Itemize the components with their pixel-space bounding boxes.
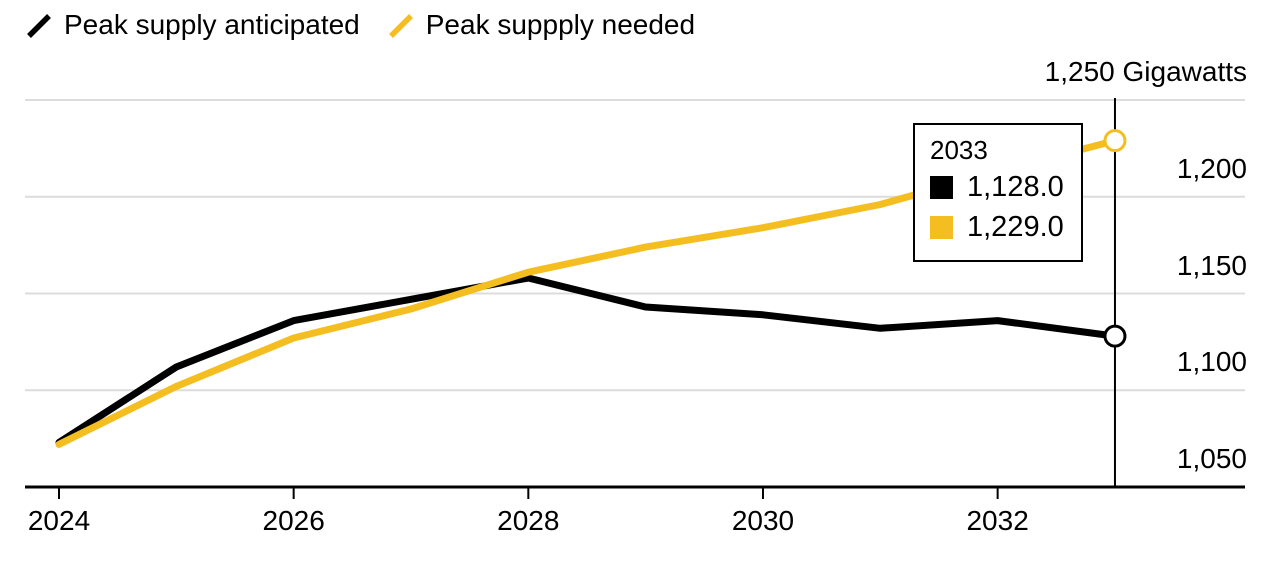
x-axis-tick-label: 2030	[731, 505, 795, 536]
tooltip-swatch-yellow	[930, 216, 953, 239]
series-line-0[interactable]	[55, 274, 1119, 446]
tooltip-row-needed: 1,229.0	[930, 213, 1081, 242]
tooltip-row-anticipated: 1,128.0	[930, 173, 1081, 202]
legend-item-peak-supply-anticipated: Peak supply anticipated	[24, 9, 360, 41]
y-axis-unit-label: 1,250 Gigawatts	[1044, 56, 1247, 87]
y-axis-tick-label: 1,050	[1176, 443, 1247, 474]
tooltip-year-title: 2033	[930, 135, 988, 165]
tooltip-value-anticipated: 1,128.0	[967, 171, 1064, 203]
black-line-swatch-icon	[27, 14, 51, 38]
y-axis-tick-label: 1,200	[1176, 152, 1247, 184]
x-axis-tick-label: 2026	[262, 505, 325, 536]
y-axis-tick-label: 1,150	[1176, 249, 1247, 281]
tooltip-value-needed: 1,229.0	[967, 211, 1064, 243]
tooltip-swatch-black	[930, 176, 953, 199]
y-axis-tick-label: 1,100	[1176, 346, 1247, 378]
x-axis-tick-label: 2032	[966, 505, 1029, 536]
x-axis-tick-label: 2024	[27, 505, 91, 536]
legend-label-needed: Peak suppply needed	[425, 9, 696, 40]
end-marker-0[interactable]	[1103, 324, 1127, 348]
legend-label-anticipated: Peak supply anticipated	[64, 9, 360, 40]
yellow-line-swatch-icon	[388, 14, 413, 38]
tooltip: 2033 1,128.0 1,229.0	[913, 123, 1083, 262]
end-marker-1[interactable]	[1103, 129, 1127, 153]
chart-legend: Peak supply anticipated Peak suppply nee…	[24, 9, 695, 41]
x-axis-tick-label: 2028	[497, 505, 560, 536]
legend-item-peak-supply-needed: Peak suppply needed	[386, 9, 695, 41]
